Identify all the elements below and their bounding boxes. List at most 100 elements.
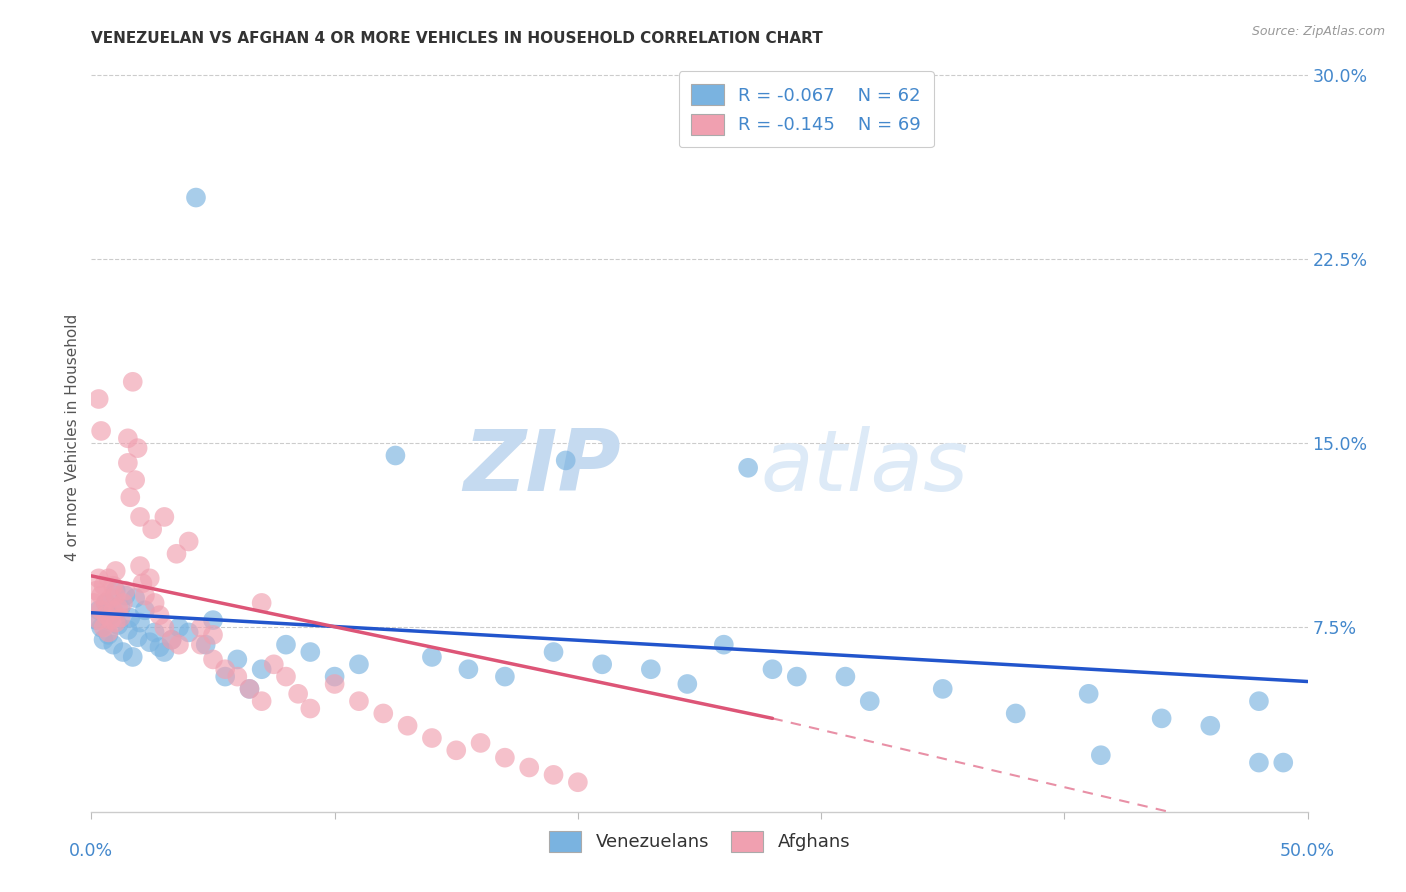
Point <box>373 706 395 721</box>
Point <box>117 623 139 637</box>
Point <box>834 670 856 684</box>
Text: ZIP: ZIP <box>463 425 620 508</box>
Point <box>143 596 166 610</box>
Legend: Venezuelans, Afghans: Venezuelans, Afghans <box>541 823 858 859</box>
Point <box>786 670 808 684</box>
Point <box>202 628 225 642</box>
Point <box>100 591 122 605</box>
Point <box>87 603 110 617</box>
Point <box>148 640 170 654</box>
Point <box>287 687 309 701</box>
Text: Source: ZipAtlas.com: Source: ZipAtlas.com <box>1251 25 1385 38</box>
Point <box>167 620 190 634</box>
Point <box>87 392 110 406</box>
Point <box>94 608 117 623</box>
Point <box>859 694 882 708</box>
Point <box>190 638 212 652</box>
Point <box>103 603 125 617</box>
Point <box>1272 756 1295 770</box>
Point <box>713 638 735 652</box>
Point <box>117 456 139 470</box>
Point <box>111 645 134 659</box>
Point <box>124 473 146 487</box>
Point <box>420 649 443 664</box>
Point <box>214 670 236 684</box>
Point <box>104 583 127 598</box>
Point <box>676 677 699 691</box>
Point <box>127 441 149 455</box>
Point <box>84 583 107 598</box>
Point <box>347 657 370 672</box>
Point <box>1199 719 1222 733</box>
Point <box>1247 694 1270 708</box>
Point <box>238 681 260 696</box>
Point <box>543 645 565 659</box>
Point <box>160 632 183 647</box>
Point <box>737 460 759 475</box>
Point <box>93 632 115 647</box>
Point <box>1004 706 1026 721</box>
Point <box>90 424 112 438</box>
Point <box>931 681 953 696</box>
Point <box>444 743 467 757</box>
Point <box>274 638 297 652</box>
Point <box>263 657 285 672</box>
Point <box>396 719 419 733</box>
Point <box>148 608 170 623</box>
Point <box>100 608 122 623</box>
Point <box>470 736 492 750</box>
Point <box>153 620 176 634</box>
Point <box>90 603 112 617</box>
Point <box>226 670 249 684</box>
Point <box>347 694 370 708</box>
Point <box>160 632 183 647</box>
Point <box>143 625 166 640</box>
Point <box>124 591 146 605</box>
Point <box>129 510 152 524</box>
Point <box>93 620 115 634</box>
Point <box>131 576 153 591</box>
Point <box>87 571 110 585</box>
Point <box>94 596 117 610</box>
Point <box>184 190 207 204</box>
Point <box>250 694 273 708</box>
Point <box>97 628 120 642</box>
Point <box>190 620 212 634</box>
Point <box>93 579 115 593</box>
Point <box>494 670 516 684</box>
Point <box>97 571 120 585</box>
Point <box>226 652 249 666</box>
Point <box>94 596 117 610</box>
Point <box>457 662 479 676</box>
Point <box>1090 748 1112 763</box>
Y-axis label: 4 or more Vehicles in Household: 4 or more Vehicles in Household <box>65 313 80 561</box>
Point <box>90 589 112 603</box>
Point <box>84 613 107 627</box>
Point <box>104 589 127 603</box>
Point <box>129 559 152 574</box>
Point <box>117 431 139 445</box>
Point <box>299 645 322 659</box>
Point <box>111 596 134 610</box>
Point <box>517 760 540 774</box>
Point <box>104 564 127 578</box>
Point <box>323 670 346 684</box>
Point <box>100 613 122 627</box>
Point <box>177 625 200 640</box>
Point <box>129 615 152 630</box>
Point <box>1247 756 1270 770</box>
Point <box>114 583 136 598</box>
Point <box>567 775 589 789</box>
Point <box>167 638 190 652</box>
Point <box>1077 687 1099 701</box>
Point <box>250 596 273 610</box>
Point <box>420 731 443 745</box>
Point <box>299 701 322 715</box>
Point <box>139 571 162 585</box>
Point <box>97 625 120 640</box>
Point <box>134 603 156 617</box>
Point <box>153 510 176 524</box>
Point <box>591 657 613 672</box>
Point <box>554 453 576 467</box>
Point <box>250 662 273 676</box>
